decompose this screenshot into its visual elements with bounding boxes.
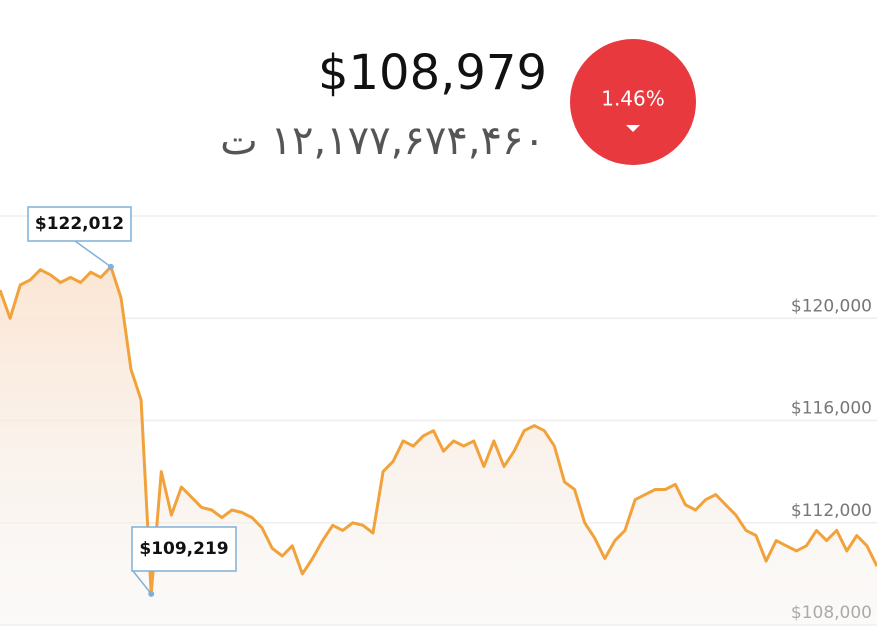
change-badge [570,39,696,165]
y-tick-label: $116,000 [791,399,872,419]
annotation-box [27,206,132,242]
y-tick-label: $120,000 [791,296,872,316]
annotation-point [107,263,114,270]
price: $108,979 [318,45,547,101]
down-arrow [626,125,640,132]
annotation-pointer [132,570,152,595]
annotation-label: $122,012 [35,214,124,234]
annotation-pointer [74,240,112,268]
annotation-point [148,590,155,597]
annotation-box [131,526,237,572]
change-percent: 1.46% [601,87,665,111]
annotation-label: $109,219 [139,539,228,559]
toman-price: ۱۲,۱۷۷,۶۷۴,۴۶۰ ت [220,118,545,164]
price-line [0,265,877,596]
y-tick-label: $112,000 [791,501,872,521]
